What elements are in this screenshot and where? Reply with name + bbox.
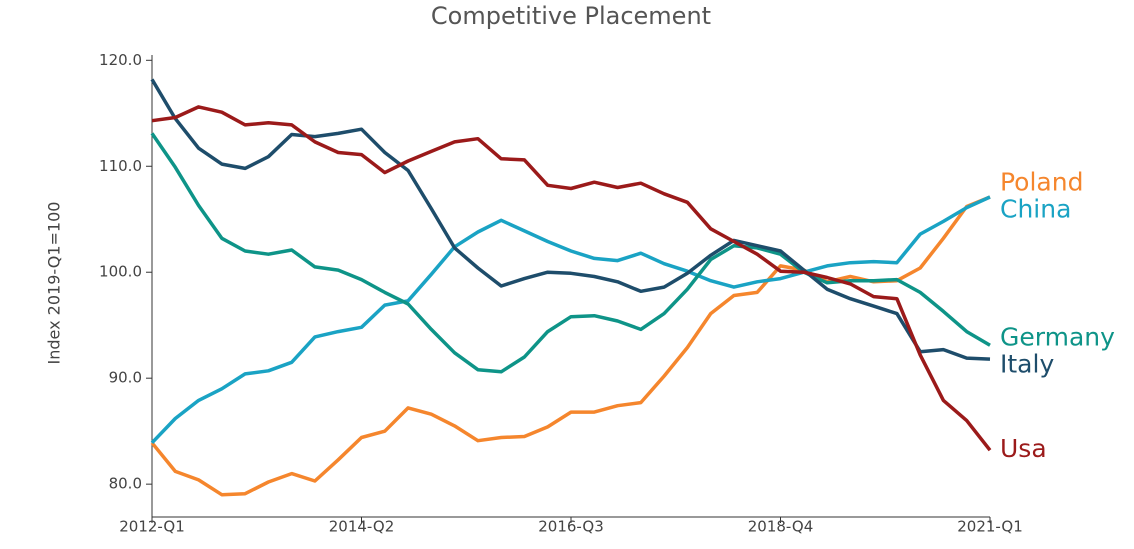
legend-label: Poland xyxy=(1000,167,1083,196)
series-line xyxy=(150,78,991,361)
series-line xyxy=(151,105,992,452)
y-tick-label: 120.0 xyxy=(99,51,142,69)
legend-label: Italy xyxy=(1000,350,1054,379)
x-tick-label: 2018-Q4 xyxy=(748,518,814,536)
x-tick-label: 2014-Q2 xyxy=(329,518,395,536)
y-tick-label: 80.0 xyxy=(109,475,142,493)
legend-label: Germany xyxy=(1000,323,1115,352)
series-line xyxy=(150,195,991,497)
chart-title: Competitive Placement xyxy=(431,2,711,30)
y-tick-label: 90.0 xyxy=(109,369,142,387)
x-tick-label: 2012-Q1 xyxy=(119,518,185,536)
y-axis-label: Index 2019-Q1=100 xyxy=(45,202,64,365)
y-tick-label: 100.0 xyxy=(99,263,142,281)
series-line xyxy=(150,195,991,445)
series-line xyxy=(150,132,991,374)
x-tick-label: 2016-Q3 xyxy=(538,518,604,536)
x-tick-label: 2021-Q1 xyxy=(957,518,1023,536)
legend-label: China xyxy=(1000,194,1071,223)
y-tick-label: 110.0 xyxy=(99,157,142,175)
legend-label: Usa xyxy=(1000,434,1047,463)
